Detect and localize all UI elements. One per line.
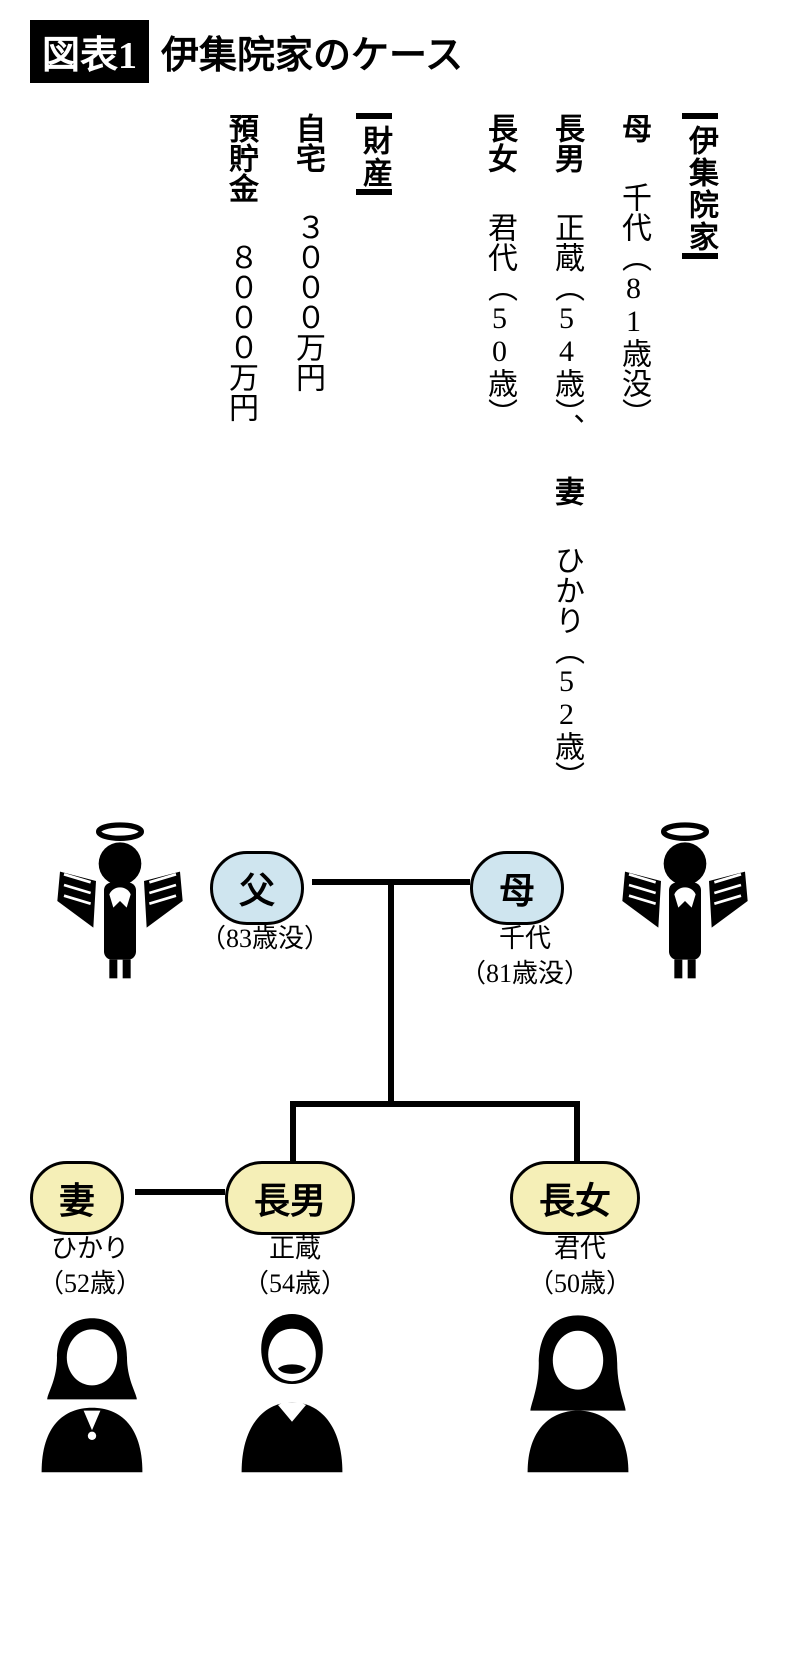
family-member-daughter: 長女 君代（50歳） [480, 113, 519, 791]
caption-wife: ひかり （52歳） [0, 1231, 180, 1301]
woman-silhouette-icon [508, 1306, 648, 1476]
family-member-mother: 母 千代（81歳没） [614, 113, 653, 791]
node-wife: 妻 [30, 1161, 124, 1235]
caption-son: 正蔵 （54歳） [205, 1231, 385, 1301]
node-mother: 母 [470, 851, 564, 925]
caption-mother: 千代 （81歳没） [435, 921, 615, 991]
vertical-text-block: 伊集院家 母 千代（81歳没） 長男 正蔵（54歳）、 妻 ひかり（52歳） 長… [0, 93, 800, 811]
angel-icon [50, 821, 190, 981]
figure-title: 伊集院家のケース [161, 24, 463, 79]
node-daughter: 長女 [510, 1161, 640, 1235]
tree-edge [290, 1101, 580, 1107]
family-tree-diagram: 父 （83歳没） 母 千代 （81歳没） 妻 ひかり （52歳） 長男 正蔵 （… [0, 821, 800, 1541]
tree-edge [574, 1101, 580, 1163]
caption-father: （83歳没） [175, 921, 355, 956]
family-member-son: 長男 正蔵（54歳）、 妻 ひかり（52歳） [547, 113, 586, 791]
caption-daughter: 君代 （50歳） [490, 1231, 670, 1301]
assets-heading: 財産 [355, 113, 394, 791]
tree-edge [290, 1101, 296, 1163]
node-son: 長男 [225, 1161, 355, 1235]
title-row: 図表1 伊集院家のケース [0, 0, 800, 93]
angel-icon [615, 821, 755, 981]
node-father: 父 [210, 851, 304, 925]
asset-savings: 預貯金 ８０００万円 [221, 113, 260, 791]
man-silhouette-icon [222, 1306, 362, 1476]
tree-edge [388, 879, 394, 1101]
family-heading: 伊集院家 [681, 113, 720, 791]
woman-silhouette-icon [22, 1306, 162, 1476]
tree-edge [135, 1189, 225, 1195]
asset-house: 自宅 ３０００万円 [288, 113, 327, 791]
figure-label: 図表1 [30, 20, 149, 83]
